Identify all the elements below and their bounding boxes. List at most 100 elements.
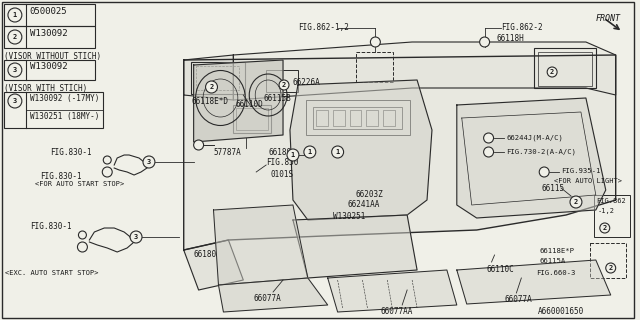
Text: W130092: W130092	[30, 62, 67, 71]
Text: 66077A: 66077A	[253, 294, 281, 303]
Text: 66244J(M-A/C): 66244J(M-A/C)	[506, 134, 563, 140]
Polygon shape	[457, 98, 605, 218]
Polygon shape	[457, 260, 611, 304]
Polygon shape	[290, 80, 432, 220]
Bar	[383, 110, 396, 126]
Text: 66110C: 66110C	[486, 265, 515, 274]
Text: (VISOR WITHOUT STICH): (VISOR WITHOUT STICH)	[4, 52, 101, 61]
Bar	[534, 48, 596, 88]
Polygon shape	[293, 215, 417, 278]
Text: FIG.862-2: FIG.862-2	[502, 23, 543, 32]
Text: 2: 2	[603, 225, 607, 231]
Bar	[4, 4, 95, 26]
Polygon shape	[184, 55, 234, 100]
Bar	[355, 52, 393, 82]
Text: <FOR AUTO LIGHT>: <FOR AUTO LIGHT>	[554, 178, 622, 184]
Text: 3: 3	[13, 98, 17, 104]
Bar	[4, 60, 95, 80]
Circle shape	[600, 223, 610, 233]
Text: W130251 (18MY-): W130251 (18MY-)	[30, 112, 99, 121]
Text: 2: 2	[13, 34, 17, 40]
Text: FIG.935-1: FIG.935-1	[561, 168, 600, 174]
Circle shape	[570, 196, 582, 208]
Bar	[316, 110, 328, 126]
Polygon shape	[184, 55, 616, 250]
Text: 1: 1	[291, 152, 295, 158]
Circle shape	[8, 94, 22, 108]
Text: 66115A: 66115A	[540, 258, 566, 264]
Text: 0500025: 0500025	[30, 7, 67, 16]
Text: 66203Z: 66203Z	[355, 190, 383, 199]
Text: FIG.660-3: FIG.660-3	[536, 270, 575, 276]
Text: FIG.862: FIG.862	[596, 198, 625, 204]
Polygon shape	[184, 240, 243, 290]
Text: 66118E*P: 66118E*P	[540, 248, 574, 254]
Text: 66226A: 66226A	[293, 78, 321, 87]
Text: 1: 1	[13, 12, 17, 18]
Circle shape	[484, 133, 493, 143]
Bar	[236, 108, 268, 130]
Text: A660001650: A660001650	[538, 307, 584, 316]
Circle shape	[332, 146, 344, 158]
Circle shape	[287, 149, 299, 161]
Text: 66115B: 66115B	[263, 94, 291, 103]
Bar	[306, 100, 410, 135]
Text: 66110D: 66110D	[236, 100, 263, 109]
Text: FIG.730-2(A-A/C): FIG.730-2(A-A/C)	[506, 148, 577, 155]
Bar	[4, 92, 103, 128]
Circle shape	[79, 231, 86, 239]
Circle shape	[304, 146, 316, 158]
Text: FIG.850: FIG.850	[266, 158, 298, 167]
Bar	[333, 110, 344, 126]
Polygon shape	[234, 42, 616, 100]
Bar	[234, 105, 271, 133]
Text: FIG.830-1: FIG.830-1	[30, 222, 72, 231]
Text: 3: 3	[13, 67, 17, 73]
Polygon shape	[218, 278, 328, 312]
Text: 66241AA: 66241AA	[348, 200, 380, 209]
Text: 66115: 66115	[541, 184, 564, 193]
Circle shape	[103, 156, 111, 164]
Bar	[266, 70, 298, 92]
Text: W130092: W130092	[30, 29, 67, 38]
Text: 3: 3	[134, 234, 138, 240]
Text: 66077AA: 66077AA	[380, 307, 413, 316]
Text: 2: 2	[209, 84, 214, 90]
Polygon shape	[328, 270, 457, 312]
Circle shape	[547, 67, 557, 77]
Circle shape	[143, 156, 155, 168]
Text: 66180: 66180	[268, 148, 291, 157]
Text: W130092 (-17MY): W130092 (-17MY)	[30, 94, 99, 103]
Circle shape	[205, 81, 218, 93]
Text: <EXC. AUTO START STOP>: <EXC. AUTO START STOP>	[5, 270, 99, 276]
Circle shape	[8, 8, 22, 22]
Bar	[590, 243, 626, 278]
Text: 57787A: 57787A	[214, 148, 241, 157]
Circle shape	[371, 37, 380, 47]
Bar	[594, 195, 630, 237]
Text: FIG.830-1: FIG.830-1	[50, 148, 92, 157]
Text: 2: 2	[282, 82, 286, 88]
Text: <FOR AUTO START STOP>: <FOR AUTO START STOP>	[35, 181, 124, 187]
Text: 1: 1	[308, 149, 312, 155]
Circle shape	[484, 147, 493, 157]
Circle shape	[8, 30, 22, 44]
Bar	[313, 107, 402, 129]
Text: -1,2: -1,2	[598, 208, 615, 214]
Polygon shape	[194, 60, 283, 142]
Text: (VISOR WITH STICH): (VISOR WITH STICH)	[4, 84, 87, 93]
Text: 66118E*D: 66118E*D	[191, 97, 228, 106]
Bar	[4, 26, 95, 48]
Text: FIG.862-1,2: FIG.862-1,2	[298, 23, 349, 32]
Circle shape	[279, 80, 289, 90]
Text: FIG.830-1: FIG.830-1	[40, 172, 81, 181]
Text: 2: 2	[550, 69, 554, 75]
Circle shape	[102, 167, 112, 177]
Text: 3: 3	[147, 159, 151, 165]
Circle shape	[605, 263, 616, 273]
Bar	[538, 52, 592, 86]
Bar	[196, 66, 239, 90]
Polygon shape	[214, 205, 308, 285]
Text: W130251: W130251	[333, 212, 365, 221]
Text: 66077A: 66077A	[504, 295, 532, 304]
